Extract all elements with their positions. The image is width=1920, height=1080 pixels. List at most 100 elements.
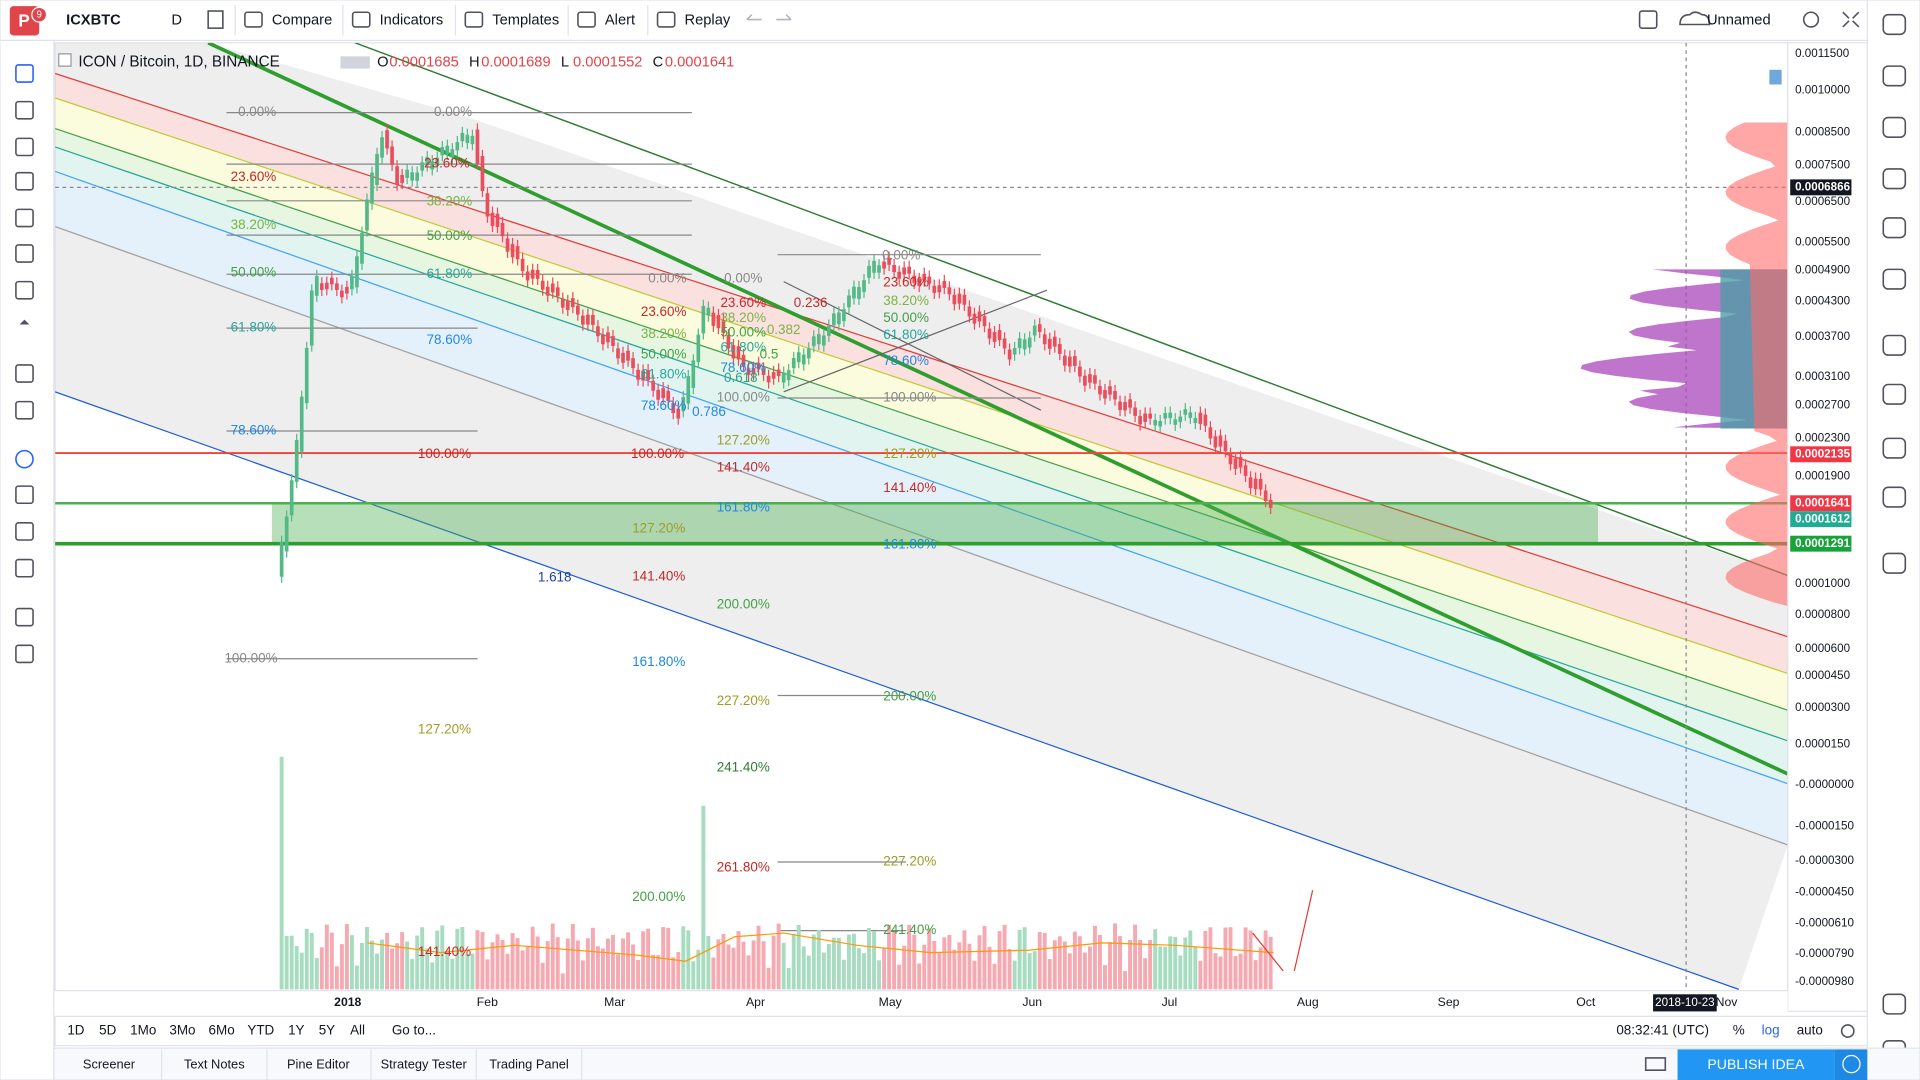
fib-label: 23.60% xyxy=(641,304,687,319)
candle-body xyxy=(1083,375,1087,386)
volume-bar xyxy=(616,954,620,990)
scale-option[interactable]: log xyxy=(1762,1023,1780,1038)
volume-bar xyxy=(651,954,656,990)
volume-bar xyxy=(1138,939,1143,990)
toolbar-item[interactable]: Indicators xyxy=(380,13,444,29)
range-button[interactable]: 5Y xyxy=(319,1023,335,1038)
bottom-tab[interactable]: Trading Panel xyxy=(489,1057,569,1072)
tool-icon[interactable] xyxy=(15,244,34,263)
fib-label: 161.80% xyxy=(717,500,770,515)
tool-icon[interactable] xyxy=(15,485,34,505)
sidebar-icon[interactable] xyxy=(1882,116,1907,138)
tool-icon[interactable] xyxy=(15,558,34,578)
tool-icon[interactable] xyxy=(15,64,34,83)
right-sidebar xyxy=(1866,0,1920,1080)
tool-icon[interactable] xyxy=(15,364,34,383)
sidebar-icon[interactable] xyxy=(1882,334,1907,356)
legend-collapse[interactable] xyxy=(58,53,72,67)
zone-box xyxy=(271,503,1598,544)
cursor-date-badge xyxy=(1653,994,1717,1012)
fib-band xyxy=(55,146,1788,784)
tool-icon[interactable] xyxy=(15,400,34,420)
candle-body xyxy=(345,286,349,294)
fib-band xyxy=(55,171,1788,845)
sidebar-icon[interactable] xyxy=(1882,13,1907,36)
axis-settings[interactable] xyxy=(1840,1024,1855,1038)
range-button[interactable]: YTD xyxy=(247,1023,274,1038)
tool-icon[interactable] xyxy=(15,607,34,627)
price-label: -0.0000000 xyxy=(1795,778,1854,791)
bottom-tab[interactable]: Screener xyxy=(83,1057,136,1072)
tool-icon[interactable] xyxy=(15,100,34,120)
scale-option[interactable]: auto xyxy=(1797,1023,1823,1038)
legend-buttons[interactable] xyxy=(340,56,370,69)
sidebar-icon[interactable] xyxy=(1882,437,1907,459)
volume-bar xyxy=(1143,958,1148,990)
sidebar-icon[interactable] xyxy=(1882,65,1907,87)
toolbar-item[interactable]: Replay xyxy=(684,13,730,29)
play-button[interactable] xyxy=(1834,1049,1868,1080)
sidebar-icon[interactable] xyxy=(1882,383,1907,405)
tool-icon[interactable] xyxy=(15,280,34,300)
fullscreen-toggle[interactable] xyxy=(1638,10,1658,29)
volume-bar xyxy=(370,940,374,990)
toolbar-item[interactable]: Compare xyxy=(272,13,332,29)
sidebar-icon[interactable] xyxy=(1882,993,1907,1015)
tool-icon[interactable] xyxy=(15,644,34,664)
tool-icon[interactable] xyxy=(15,449,34,469)
volume-bar xyxy=(1057,936,1062,990)
publish-button[interactable] xyxy=(1677,1049,1835,1080)
toolbar-item[interactable]: Alert xyxy=(605,13,635,29)
volume-bar xyxy=(319,947,324,990)
bottom-tab[interactable]: Strategy Tester xyxy=(381,1057,468,1072)
collapse-arrow[interactable] xyxy=(19,319,30,325)
price-label: -0.0000980 xyxy=(1795,975,1854,988)
toolbar-item[interactable]: Templates xyxy=(492,13,559,29)
range-button[interactable]: 6Mo xyxy=(209,1023,235,1038)
chart-style-icon[interactable] xyxy=(207,10,224,29)
sidebar-icon[interactable] xyxy=(1882,168,1907,190)
volume-bar xyxy=(324,924,329,990)
candle-body xyxy=(1012,348,1017,355)
range-button[interactable]: 5D xyxy=(99,1023,116,1038)
range-button[interactable]: All xyxy=(350,1023,365,1038)
tool-icon[interactable] xyxy=(15,208,34,228)
range-button[interactable]: 3Mo xyxy=(169,1023,195,1038)
tool-icon[interactable] xyxy=(15,522,34,541)
volume-bar xyxy=(425,948,430,990)
volume-bar xyxy=(1103,965,1107,990)
symbol[interactable]: ICXBTC xyxy=(66,13,121,29)
candle-body xyxy=(1002,338,1007,349)
undo-redo[interactable] xyxy=(746,14,792,21)
volume-bar xyxy=(344,924,349,990)
goto-button[interactable]: Go to... xyxy=(392,1023,436,1038)
range-button[interactable]: 1Y xyxy=(288,1023,304,1038)
bottom-tab[interactable]: Pine Editor xyxy=(287,1057,351,1072)
bottom-tab[interactable]: Text Notes xyxy=(184,1057,245,1072)
info-flag[interactable] xyxy=(1769,69,1782,85)
fib-label: 0.5 xyxy=(760,347,779,362)
volume-bar xyxy=(872,931,876,990)
sidebar-icon[interactable] xyxy=(1882,268,1907,290)
sidebar-icon[interactable] xyxy=(1882,486,1907,508)
candle-body xyxy=(987,328,992,339)
scale-option[interactable]: % xyxy=(1733,1023,1745,1038)
interval[interactable]: D xyxy=(171,13,182,29)
range-button[interactable]: 1Mo xyxy=(130,1023,156,1038)
tool-icon[interactable] xyxy=(15,171,34,191)
volume-bar xyxy=(1052,940,1057,990)
volume-bar xyxy=(882,948,887,990)
snapshot-icon[interactable] xyxy=(1644,1057,1667,1071)
layout-name[interactable]: Unnamed xyxy=(1707,13,1771,29)
sidebar-icon[interactable] xyxy=(1882,552,1907,574)
fib-label: 38.20% xyxy=(720,310,766,325)
candle-body xyxy=(922,273,927,281)
volume-bar xyxy=(570,923,575,990)
candle-body xyxy=(626,350,630,361)
sidebar-icon[interactable] xyxy=(1882,217,1907,239)
tool-icon[interactable] xyxy=(15,137,34,157)
maximize-icon[interactable] xyxy=(1842,11,1860,28)
range-button[interactable]: 1D xyxy=(67,1023,84,1038)
candle-body xyxy=(992,331,997,342)
settings-icon[interactable] xyxy=(1802,11,1820,28)
